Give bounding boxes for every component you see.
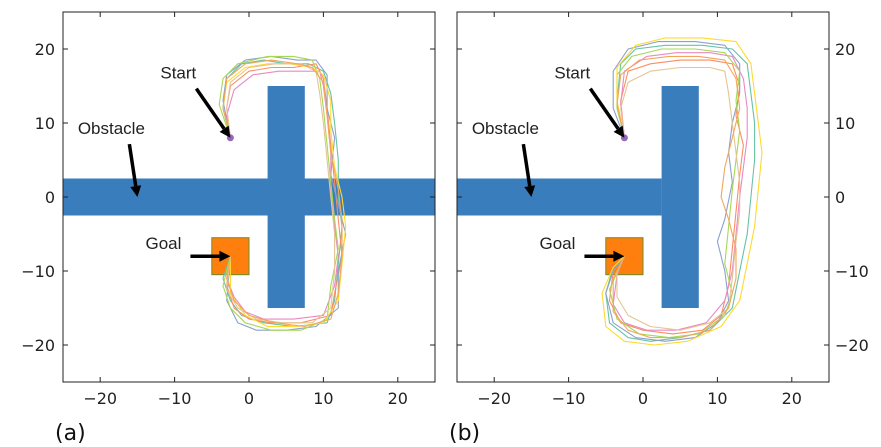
trajectory-line <box>612 52 748 331</box>
trajectory-line <box>608 48 741 339</box>
x-tick-label: −20 <box>83 389 117 408</box>
x-tick-label: 0 <box>244 389 254 408</box>
trajectory-line <box>226 63 336 324</box>
arrow-head <box>219 250 231 262</box>
y-tick-label: 0 <box>45 188 55 207</box>
panel-label: (b) <box>449 421 480 446</box>
x-tick-label: 10 <box>707 389 727 408</box>
annotation-goal: Goal <box>145 234 181 253</box>
y-tick-label: −10 <box>21 262 55 281</box>
arrow-head <box>613 125 625 138</box>
panel-b: Start Obstacle Goal −20 −10 0 10 20 −20 −10 0 10 20 (… <box>449 11 869 446</box>
plot-area <box>63 55 435 331</box>
x-tick-label: −10 <box>552 389 586 408</box>
trajectory-line <box>608 59 744 335</box>
trajectory-line <box>605 44 756 342</box>
annotation-arrow <box>194 87 226 130</box>
y-tick-label: 10 <box>835 114 855 133</box>
y-tick-label: −20 <box>835 336 869 355</box>
annotation-start: Start <box>160 64 196 83</box>
annotation-obstacle: Obstacle <box>78 119 145 138</box>
trajectory-line <box>222 59 343 328</box>
annotation-goal: Goal <box>539 234 575 253</box>
obstacle-rect <box>267 86 305 308</box>
trajectory-line <box>222 63 347 328</box>
x-tick-label: 20 <box>782 389 802 408</box>
y-tick-label: 0 <box>835 188 845 207</box>
obstacle-rect <box>457 178 662 216</box>
arrow-head <box>130 185 142 197</box>
arrow-head <box>524 185 536 197</box>
obstacle-rect <box>661 86 699 308</box>
arrow-head <box>613 250 625 262</box>
panel-a: Start Obstacle Goal −20 −10 0 10 20 −20 −10 0 10 20 (… <box>21 11 436 446</box>
obstacle-rect <box>63 178 435 216</box>
y-tick-label: 20 <box>835 40 855 59</box>
panel-label: (a) <box>55 421 86 446</box>
y-tick-label: −10 <box>835 262 869 281</box>
x-tick-label: −20 <box>477 389 511 408</box>
y-tick-label: 10 <box>35 114 55 133</box>
y-tick-label: 20 <box>35 40 55 59</box>
annotation-start: Start <box>554 64 590 83</box>
trajectory-line <box>612 55 741 339</box>
annotation-obstacle: Obstacle <box>472 119 539 138</box>
x-tick-label: 0 <box>638 389 648 408</box>
y-tick-label: −20 <box>21 336 55 355</box>
trajectory-line <box>605 41 741 342</box>
trajectory-line <box>226 70 339 320</box>
trajectory-line <box>601 37 763 346</box>
annotation-arrow <box>127 143 138 187</box>
trajectory-line <box>616 66 741 331</box>
x-tick-label: 20 <box>388 389 408 408</box>
trajectory-line <box>218 55 339 331</box>
annotation-arrow <box>521 143 532 187</box>
x-tick-label: −10 <box>158 389 192 408</box>
plot-area <box>457 37 763 346</box>
arrow-head <box>219 125 231 138</box>
annotation-arrow <box>588 87 620 130</box>
x-tick-label: 10 <box>313 389 333 408</box>
